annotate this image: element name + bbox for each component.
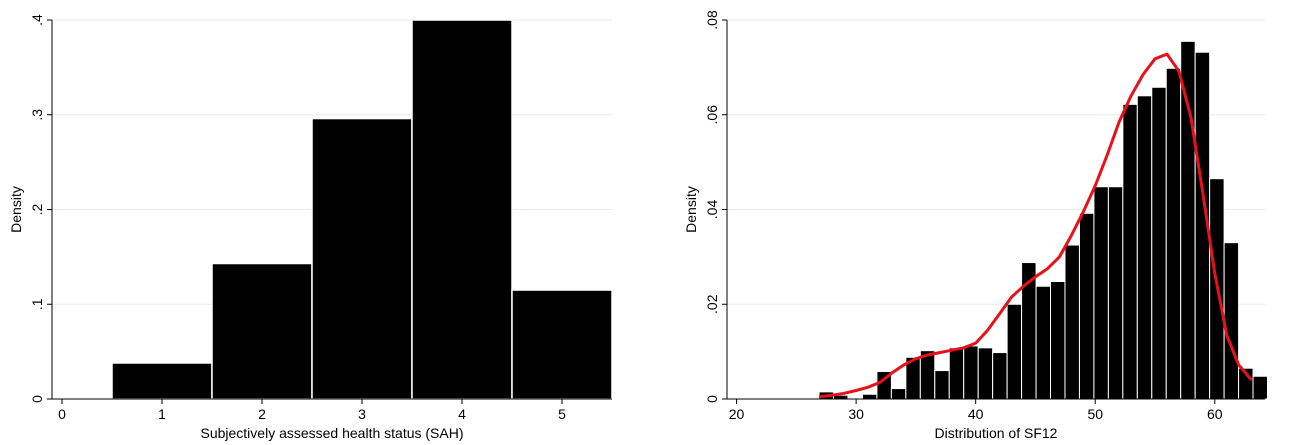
histogram-bar (963, 345, 979, 400)
histogram-bar (1078, 212, 1095, 400)
histogram-bar (311, 117, 413, 400)
histogram-bar (934, 370, 950, 400)
x-tick-label: 2 (258, 406, 266, 422)
y-tick-label: 0 (704, 395, 720, 403)
histogram-bar (1050, 281, 1066, 400)
histogram-bar (1006, 303, 1023, 400)
x-tick-label: 5 (558, 406, 566, 422)
histogram-bar (111, 362, 213, 400)
histogram-bar (1223, 242, 1240, 400)
histogram-bar (1252, 375, 1269, 400)
chart-1: 0 .1 .2 .3 .4 0 1 2 3 4 5 Subjectively assessed hea… (8, 14, 613, 441)
x-tick-label: 50 (1087, 406, 1103, 422)
x-axis-title: Subjectively assessed health status (SAH… (200, 425, 463, 441)
x-axis-title: Distribution of SF12 (935, 425, 1058, 441)
y-tick-label: 0 (29, 395, 45, 403)
x-tick-label: 1 (158, 406, 166, 422)
histogram-bar (1165, 67, 1182, 400)
y-tick-label: .06 (704, 105, 720, 125)
chart-2: 0 .02 .04 .06 .08 20 30 40 50 60 Distribution of S… (683, 10, 1269, 441)
y-tick-label: .04 (704, 200, 720, 220)
y-tick-label: .08 (704, 10, 720, 30)
x-tick-label: 4 (458, 406, 466, 422)
histogram-bar (1122, 103, 1138, 400)
histogram-bar (1151, 86, 1167, 400)
histogram-bar (948, 347, 965, 400)
histogram-bar (1035, 285, 1052, 400)
histogram-bar (1180, 40, 1196, 400)
x-tick-label: 30 (848, 406, 864, 422)
histogram-bar (211, 262, 313, 400)
y-tick-label: .4 (29, 14, 45, 26)
y-tick-label: .2 (29, 203, 45, 215)
histogram-bar (1064, 244, 1080, 400)
density-curve (818, 52, 1253, 399)
histogram-bar (977, 347, 994, 400)
histogram-bar (992, 352, 1008, 400)
histogram-bar (511, 289, 613, 400)
histogram-bar (411, 19, 513, 400)
histogram-bar (890, 388, 907, 400)
x-tick-label: 3 (358, 406, 366, 422)
histogram-bar (1107, 186, 1124, 400)
bars (818, 40, 1269, 400)
bars (111, 19, 613, 400)
y-axis-title: Density (8, 186, 24, 233)
histogram-bar (861, 393, 878, 400)
y-tick-label: .1 (29, 298, 45, 310)
y-tick-label: .3 (29, 109, 45, 121)
x-tick-label: 0 (58, 406, 66, 422)
x-tick-label: 40 (968, 406, 984, 422)
histogram-bar (1136, 95, 1153, 400)
x-tick-label: 60 (1207, 406, 1223, 422)
histogram-bar (1093, 186, 1109, 400)
y-axis-title: Density (683, 186, 699, 233)
y-tick-label: .02 (704, 294, 720, 314)
x-tick-label: 20 (729, 406, 745, 422)
